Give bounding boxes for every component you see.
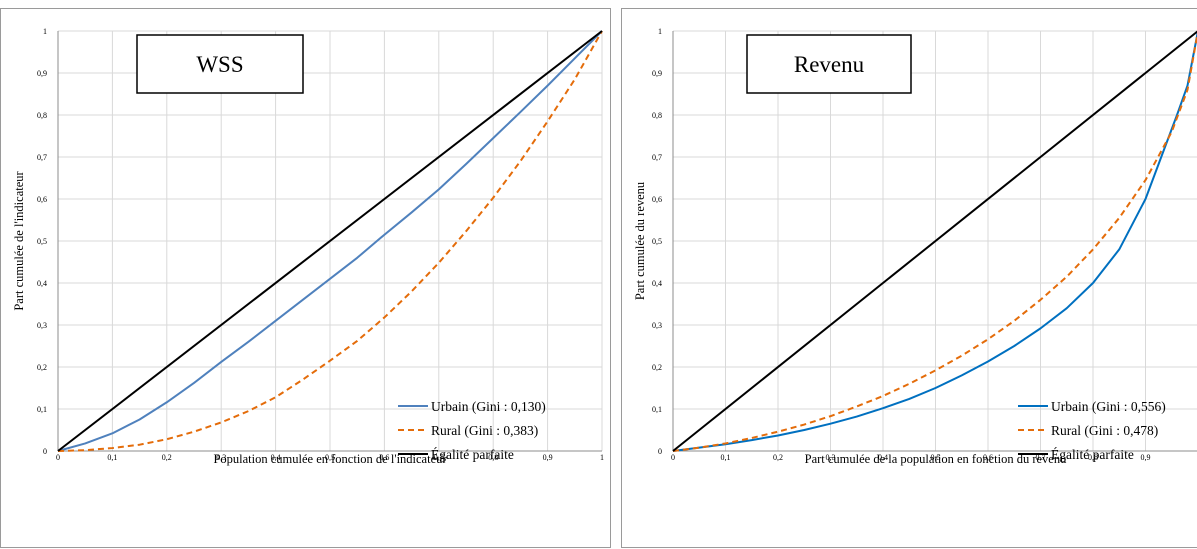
series-line-egalite-parfaite xyxy=(57,30,603,452)
y-tick-label: 0,9 xyxy=(37,69,47,78)
x-tick-label: 0,8 xyxy=(488,453,498,462)
x-tick-label: 1 xyxy=(600,453,604,462)
grid xyxy=(672,30,1197,452)
x-tick-label: 0,6 xyxy=(379,453,389,462)
x-axis-label: Population cumulée en fonction de l'indi… xyxy=(213,452,447,466)
chart-title: WSS xyxy=(196,52,243,77)
legend-label-egalite-parfaite: Égalité parfaite xyxy=(1051,447,1134,462)
x-tick-label: 0,4 xyxy=(271,453,281,462)
wss-lorenz-chart: 0 0,1 0,2 0,3 0,4 0,5 0,6 0,7 0,8 0,9 1 0 0,1 0,2 0,3 0… xyxy=(12,27,604,466)
y-tick-label: 0,4 xyxy=(37,279,47,288)
chart-title-box xyxy=(746,34,912,94)
x-tick-label: 0,5 xyxy=(931,453,941,462)
y-tick-label: 0,1 xyxy=(37,405,47,414)
y-tick-label: 0,3 xyxy=(37,321,47,330)
x-tick-label: 0,2 xyxy=(162,453,172,462)
y-tick-label: 0,1 xyxy=(652,405,662,414)
series-line-egalite-parfaite xyxy=(672,30,1197,452)
y-tick-label: 0 xyxy=(43,447,47,456)
series-line-rural-gini-0-478 xyxy=(672,30,1197,452)
y-axis-label: Part cumulée de l'indicateur xyxy=(12,170,26,310)
legend-label-urbain-gini-0-556: Urbain (Gini : 0,556) xyxy=(1051,399,1166,414)
y-tick-label: 0,6 xyxy=(652,195,662,204)
y-axis-label: Part cumulée du revenu xyxy=(633,181,647,300)
x-tick-label: 0,1 xyxy=(721,453,731,462)
x-tick-label: 0,7 xyxy=(434,453,444,462)
x-tick-label: 0,5 xyxy=(325,453,335,462)
legend: Urbain (Gini : 0,556) Rural (Gini : 0,478… xyxy=(1018,399,1166,462)
chart-panel-wss: 0 0,1 0,2 0,3 0,4 0,5 0,6 0,7 0,8 0,9 1 0 0,1 0,2 0,3 0… xyxy=(0,8,611,548)
y-tick-label: 0,9 xyxy=(652,69,662,78)
legend: Urbain (Gini : 0,130) Rural (Gini : 0,383… xyxy=(398,399,546,462)
revenu-lorenz-chart: 0 0,1 0,2 0,3 0,4 0,5 0,6 0,7 0,8 0,9 0 0,1 0,2 0,3 0,… xyxy=(633,27,1197,466)
x-tick-label: 0,8 xyxy=(1088,453,1098,462)
y-tick-label: 0,5 xyxy=(37,237,47,246)
y-tick-label: 0,8 xyxy=(37,111,47,120)
y-tick-label: 0,2 xyxy=(37,363,47,372)
x-tick-label: 0,4 xyxy=(878,453,888,462)
y-tick-label: 0,3 xyxy=(652,321,662,330)
y-tick-label: 0 xyxy=(658,447,662,456)
x-tick-label: 0,6 xyxy=(983,453,993,462)
x-tick-label: 0 xyxy=(56,453,60,462)
y-tick-label: 0,5 xyxy=(652,237,662,246)
legend-label-rural-gini-0-478: Rural (Gini : 0,478) xyxy=(1051,423,1158,438)
series-line-rural-gini-0-383 xyxy=(57,30,603,452)
chart-panel-revenu: 0 0,1 0,2 0,3 0,4 0,5 0,6 0,7 0,8 0,9 0 0,1 0,2 0,3 0,… xyxy=(621,8,1197,548)
series-line-urbain-gini-0-556 xyxy=(672,30,1197,452)
legend-label-rural-gini-0-383: Rural (Gini : 0,383) xyxy=(431,423,538,438)
x-tick-label: 0 xyxy=(671,453,675,462)
y-tick-label: 1 xyxy=(43,27,47,36)
x-tick-label: 0,3 xyxy=(826,453,836,462)
x-tick-label: 0,3 xyxy=(216,453,226,462)
x-tick-label: 0,7 xyxy=(1036,453,1046,462)
y-tick-label: 0,8 xyxy=(652,111,662,120)
x-tick-label: 0,2 xyxy=(773,453,783,462)
y-tick-label: 0,6 xyxy=(37,195,47,204)
legend-label-egalite-parfaite: Égalité parfaite xyxy=(431,447,514,462)
y-tick-label: 0,7 xyxy=(37,153,47,162)
y-tick-label: 0,7 xyxy=(652,153,662,162)
x-tick-label: 0,9 xyxy=(543,453,553,462)
x-tick-label: 0,1 xyxy=(107,453,117,462)
legend-label-urbain-gini-0-130: Urbain (Gini : 0,130) xyxy=(431,399,546,414)
series-line-urbain-gini-0-130 xyxy=(57,30,603,452)
chart-title: Revenu xyxy=(794,52,865,77)
y-tick-label: 1 xyxy=(658,27,662,36)
y-tick-label: 0,4 xyxy=(652,279,662,288)
x-axis-label: Part cumulée de la population en fonctio… xyxy=(805,452,1067,466)
y-tick-label: 0,2 xyxy=(652,363,662,372)
chart-title-box xyxy=(136,34,304,94)
x-tick-label: 0,9 xyxy=(1141,453,1151,462)
